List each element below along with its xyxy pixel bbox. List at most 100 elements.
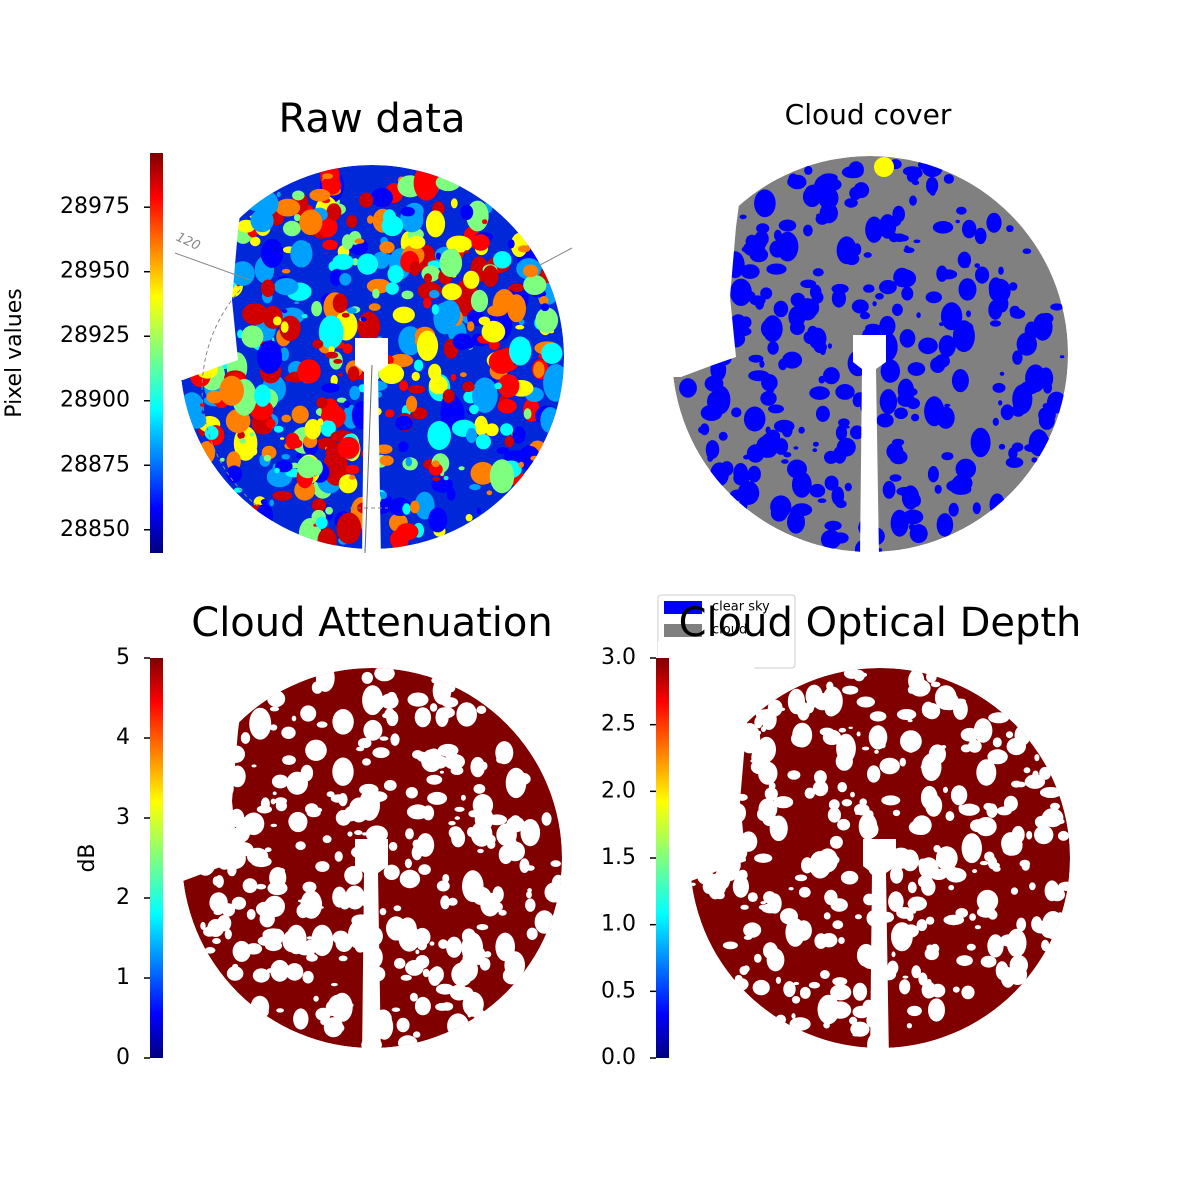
sky-blob	[838, 937, 845, 944]
sky-blob	[482, 219, 487, 224]
sky-blob	[909, 820, 931, 835]
sky-blob	[691, 883, 696, 886]
sky-blob	[907, 398, 920, 409]
sky-blob	[487, 490, 493, 495]
sky-blob	[924, 396, 944, 426]
sky-blob	[264, 455, 271, 462]
sky-blob	[971, 428, 991, 457]
sky-blob	[362, 685, 383, 715]
sky-blob	[515, 325, 524, 330]
sky-blob	[471, 234, 489, 251]
sky-blob	[250, 237, 261, 247]
sky-blob	[436, 984, 454, 995]
sky-blob	[892, 206, 905, 223]
sky-blob	[948, 885, 954, 890]
sky-blob	[335, 851, 343, 862]
colorbar-tick-label: 1.0	[601, 912, 636, 937]
sky-blob	[276, 1008, 284, 1012]
sky-blob	[542, 812, 552, 826]
sky-blob	[798, 427, 804, 434]
sky-blob	[1035, 816, 1049, 829]
sky-blob	[430, 703, 437, 711]
sky-blob	[842, 799, 852, 806]
sky-blob	[975, 267, 989, 284]
sky-blob	[740, 215, 747, 220]
sky-blob	[344, 806, 358, 821]
sky-blob	[260, 910, 275, 927]
sky-blob	[1020, 381, 1039, 395]
sky-blob	[926, 671, 937, 683]
sky-blob	[540, 407, 560, 433]
sky-blob	[962, 329, 968, 332]
sky-blob	[344, 400, 351, 408]
sky-blob	[518, 462, 524, 468]
sky-blob	[492, 886, 503, 902]
sky-blob	[706, 453, 711, 456]
sky-blob	[738, 481, 760, 505]
sky-blob	[849, 727, 853, 729]
sky-blob	[839, 728, 846, 733]
sky-blob	[438, 707, 455, 718]
sky-blob	[986, 804, 997, 818]
sky-blob	[1001, 404, 1014, 420]
sky-blob	[473, 1009, 485, 1020]
sky-blob	[838, 418, 850, 426]
sky-blob	[1004, 796, 1018, 812]
sky-blob	[518, 245, 530, 252]
sky-blob	[844, 668, 860, 679]
sky-blob	[346, 465, 359, 475]
sky-blob	[981, 956, 997, 968]
sky-blob	[243, 813, 264, 836]
sky-blob	[467, 827, 475, 837]
sky-blob	[1050, 303, 1063, 310]
sky-blob	[241, 325, 263, 347]
sky-blob	[269, 867, 286, 889]
sky-blob	[390, 733, 399, 745]
sky-blob	[337, 513, 362, 545]
sky-blob	[402, 503, 410, 514]
sky-blob	[273, 316, 282, 325]
sky-blob	[380, 736, 389, 740]
sky-blob	[761, 903, 779, 913]
sky-blob	[541, 303, 550, 311]
sky-blob	[1016, 782, 1026, 788]
sky-blob	[389, 842, 398, 851]
sky-blob	[880, 389, 897, 414]
sky-blob	[398, 1035, 418, 1051]
sky-blob	[447, 1013, 469, 1038]
sky-blob	[339, 373, 343, 377]
sky-blob	[283, 221, 301, 236]
sky-blob	[437, 881, 450, 892]
sky-blob	[754, 854, 772, 863]
mask-notch	[648, 137, 748, 377]
sky-blob	[424, 273, 432, 283]
sky-blob	[512, 426, 525, 443]
sky-blob	[321, 383, 340, 393]
colorbar-label: dB	[75, 843, 100, 872]
sky-blob	[914, 240, 921, 244]
sky-blob	[477, 849, 484, 853]
sky-blob	[824, 890, 837, 905]
sky-blob	[911, 414, 919, 422]
sky-blob	[246, 943, 263, 954]
sky-blob	[205, 947, 216, 954]
colorbar-tick-label: 3	[116, 805, 130, 830]
sky-blob	[946, 868, 967, 883]
sky-blob	[825, 476, 839, 491]
sky-blob	[933, 221, 953, 234]
sky-blob	[463, 271, 479, 289]
sky-blob	[251, 856, 272, 867]
sky-blob	[380, 455, 394, 465]
sky-blob	[406, 457, 413, 466]
sky-blob	[527, 888, 532, 892]
sky-blob	[895, 269, 916, 287]
sky-blob	[855, 811, 859, 815]
sky-blob	[535, 910, 555, 934]
sky-blob	[825, 521, 842, 531]
sky-blob	[740, 966, 749, 975]
mask-notch	[150, 140, 250, 380]
sky-blob	[357, 312, 380, 342]
sky-blob	[872, 301, 876, 306]
sky-blob	[949, 503, 959, 517]
sky-blob	[853, 983, 867, 1001]
